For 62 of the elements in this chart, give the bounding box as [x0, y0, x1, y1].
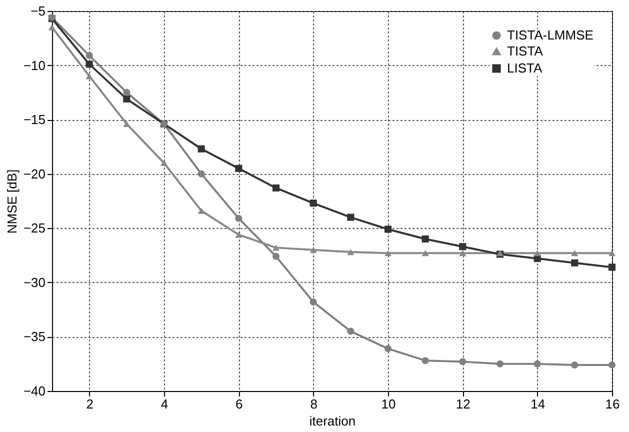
x-axis-title: iteration: [309, 414, 356, 428]
point: [310, 298, 317, 306]
point: [123, 88, 130, 96]
point: [347, 214, 354, 221]
x-tick-label: 4: [160, 396, 168, 412]
x-tick-label: 10: [381, 396, 396, 412]
point: [347, 248, 354, 256]
point: [86, 52, 93, 60]
point: [347, 328, 354, 335]
x-tick-label: 8: [310, 396, 318, 412]
x-tick-label: 12: [456, 396, 470, 412]
legend-label: TISTA: [507, 44, 544, 58]
point: [86, 73, 93, 80]
point: [123, 95, 130, 102]
x-tick-label: 14: [530, 396, 546, 412]
y-tick-label: −35: [23, 329, 46, 344]
point: [235, 214, 242, 222]
point: [496, 360, 504, 368]
point: [534, 250, 541, 256]
x-tick-label: 6: [236, 396, 243, 412]
point: [123, 120, 130, 127]
point: [422, 250, 429, 256]
point: [571, 250, 578, 256]
point: [459, 250, 466, 256]
point: [608, 250, 616, 256]
legend-label: TISTA-LMMSE: [507, 28, 594, 42]
point: [384, 345, 392, 352]
point: [384, 250, 392, 256]
legend-label: LISTA: [507, 60, 542, 76]
point: [198, 208, 205, 214]
y-tick-label: −25: [23, 220, 46, 236]
point: [422, 357, 429, 364]
y-tick-label: −20: [23, 166, 46, 182]
point: [310, 246, 317, 253]
x-tick-label: 2: [86, 396, 94, 412]
point: [48, 24, 56, 30]
y-tick-label: −15: [23, 112, 46, 128]
point: [459, 358, 466, 366]
point: [160, 160, 168, 166]
point: [235, 164, 242, 172]
x-tick-label: 16: [605, 396, 620, 412]
point: [272, 252, 280, 260]
y-tick-label: −30: [23, 274, 46, 290]
point: [571, 361, 578, 368]
point: [608, 361, 616, 368]
point: [198, 170, 205, 178]
point: [310, 200, 317, 207]
point: [422, 235, 429, 243]
point: [235, 232, 242, 238]
point: [272, 244, 280, 251]
point: [534, 360, 541, 368]
point: [272, 184, 280, 192]
y-axis-title: NMSE [dB]: [4, 169, 20, 234]
y-tick-label: −5: [30, 4, 46, 18]
point: [86, 60, 93, 68]
point: [459, 243, 466, 250]
y-tick-label: −10: [23, 58, 46, 73]
point: [608, 264, 616, 271]
point: [198, 145, 205, 152]
point: [571, 259, 578, 266]
point: [384, 226, 392, 233]
y-tick-label: −40: [23, 384, 46, 398]
